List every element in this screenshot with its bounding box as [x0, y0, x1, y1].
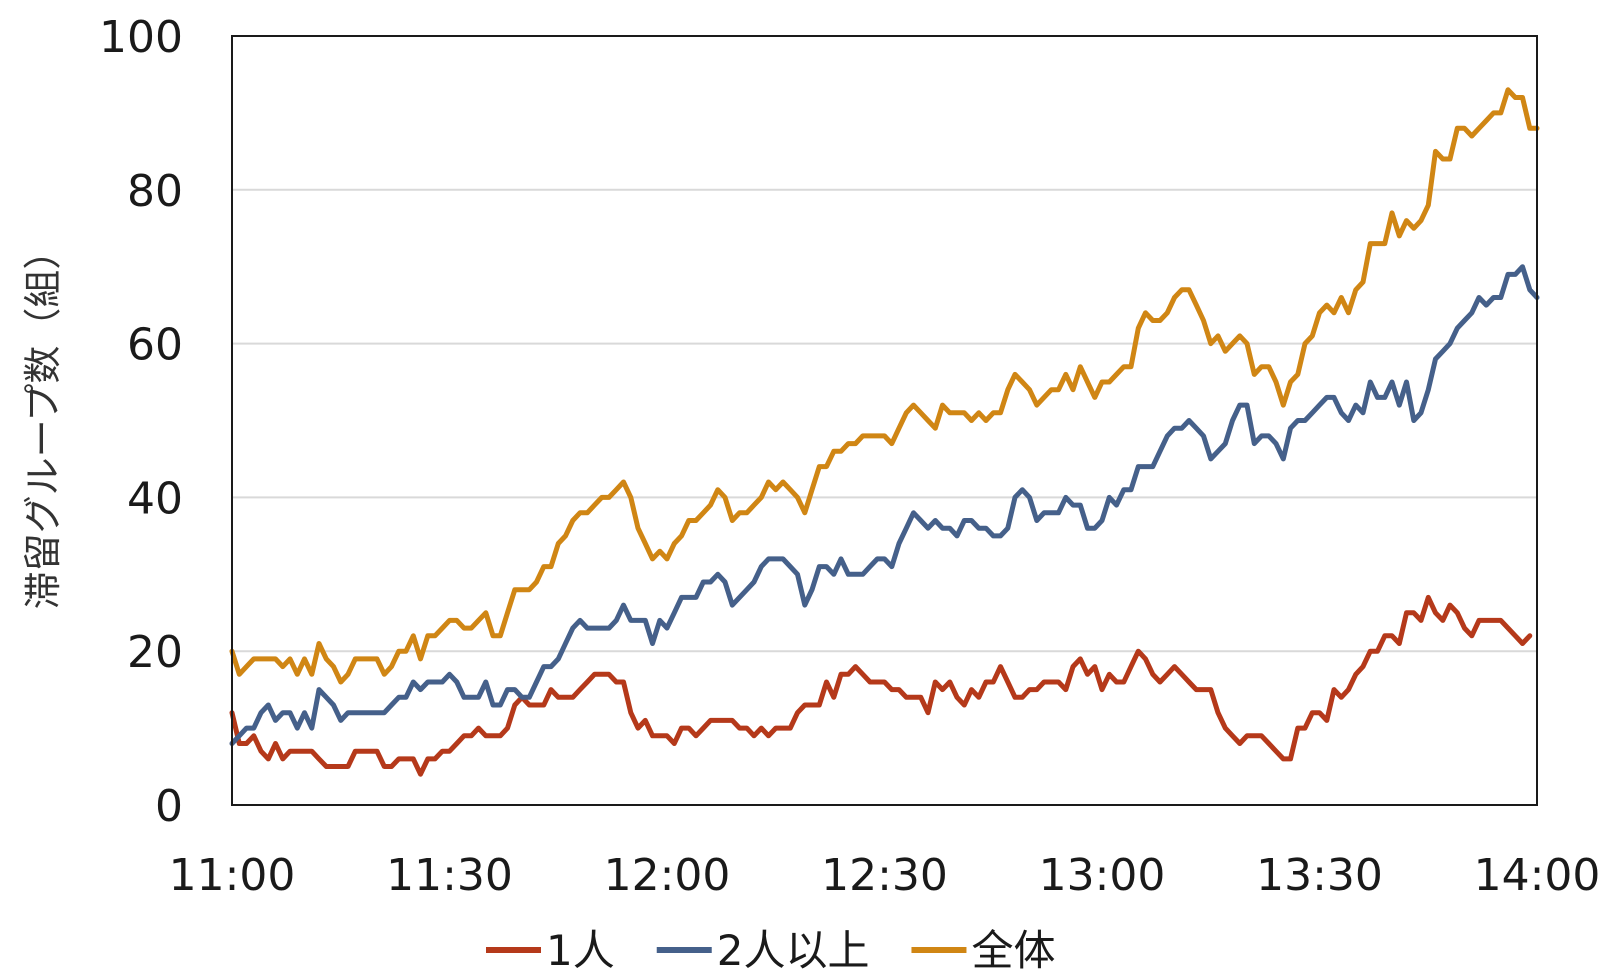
- y-tick-label: 20: [127, 627, 183, 678]
- series-lines: [229, 87, 1540, 777]
- x-tick-label: 12:30: [821, 850, 948, 901]
- x-tick-label: 11:30: [386, 850, 513, 901]
- legend-label-2: 2人以上: [717, 926, 870, 975]
- x-tick-label: 11:00: [169, 850, 296, 901]
- x-tick-label: 12:00: [604, 850, 731, 901]
- y-axis-title: 滞留グループ数（組）: [21, 232, 65, 610]
- y-tick-label: 40: [127, 473, 183, 524]
- y-tick-label: 80: [127, 166, 183, 217]
- x-axis-tick-labels: 11:00 11:30 12:00 12:30 13:00 13:30 14:00: [169, 850, 1601, 901]
- y-tick-label: 100: [99, 12, 183, 63]
- y-tick-label: 60: [127, 320, 183, 371]
- x-tick-label: 13:30: [1256, 850, 1383, 901]
- y-tick-label: 0: [155, 781, 183, 832]
- legend-label-3: 全体: [971, 926, 1055, 975]
- gridlines: [232, 188, 1537, 653]
- series-line-1: [229, 594, 1533, 777]
- x-tick-label: 13:00: [1039, 850, 1166, 901]
- series-line-2: [229, 264, 1540, 746]
- y-axis-tick-labels: 0 20 40 60 80 100: [99, 12, 183, 832]
- legend-label-1: 1人: [546, 926, 615, 975]
- legend: 1人 2人以上 全体: [486, 926, 1055, 975]
- series-line-3: [229, 87, 1540, 685]
- x-tick-label: 14:00: [1474, 850, 1601, 901]
- plot-frame: [231, 35, 1538, 806]
